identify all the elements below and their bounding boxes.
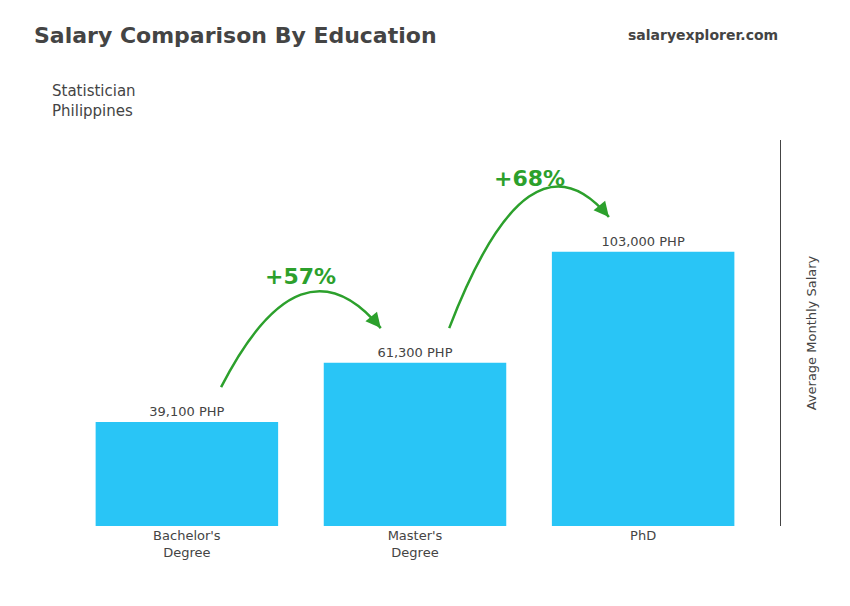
svg-text:103,000 PHP: 103,000 PHP: [601, 234, 685, 249]
svg-text:Master'sDegree: Master'sDegree: [388, 528, 443, 560]
svg-text:salaryexplorer.com: salaryexplorer.com: [628, 27, 778, 43]
svg-text:Bachelor'sDegree: Bachelor'sDegree: [153, 528, 221, 560]
svg-text:PhD: PhD: [630, 528, 656, 543]
svg-text:+68%: +68%: [494, 166, 565, 191]
svg-text:+57%: +57%: [265, 264, 336, 289]
svg-text:StatisticianPhilippines: StatisticianPhilippines: [52, 82, 136, 120]
svg-text:Salary Comparison By Education: Salary Comparison By Education: [34, 23, 437, 48]
svg-text:Average Monthly Salary: Average Monthly Salary: [804, 255, 819, 410]
svg-text:61,300 PHP: 61,300 PHP: [377, 345, 452, 360]
svg-text:39,100 PHP: 39,100 PHP: [149, 404, 224, 419]
